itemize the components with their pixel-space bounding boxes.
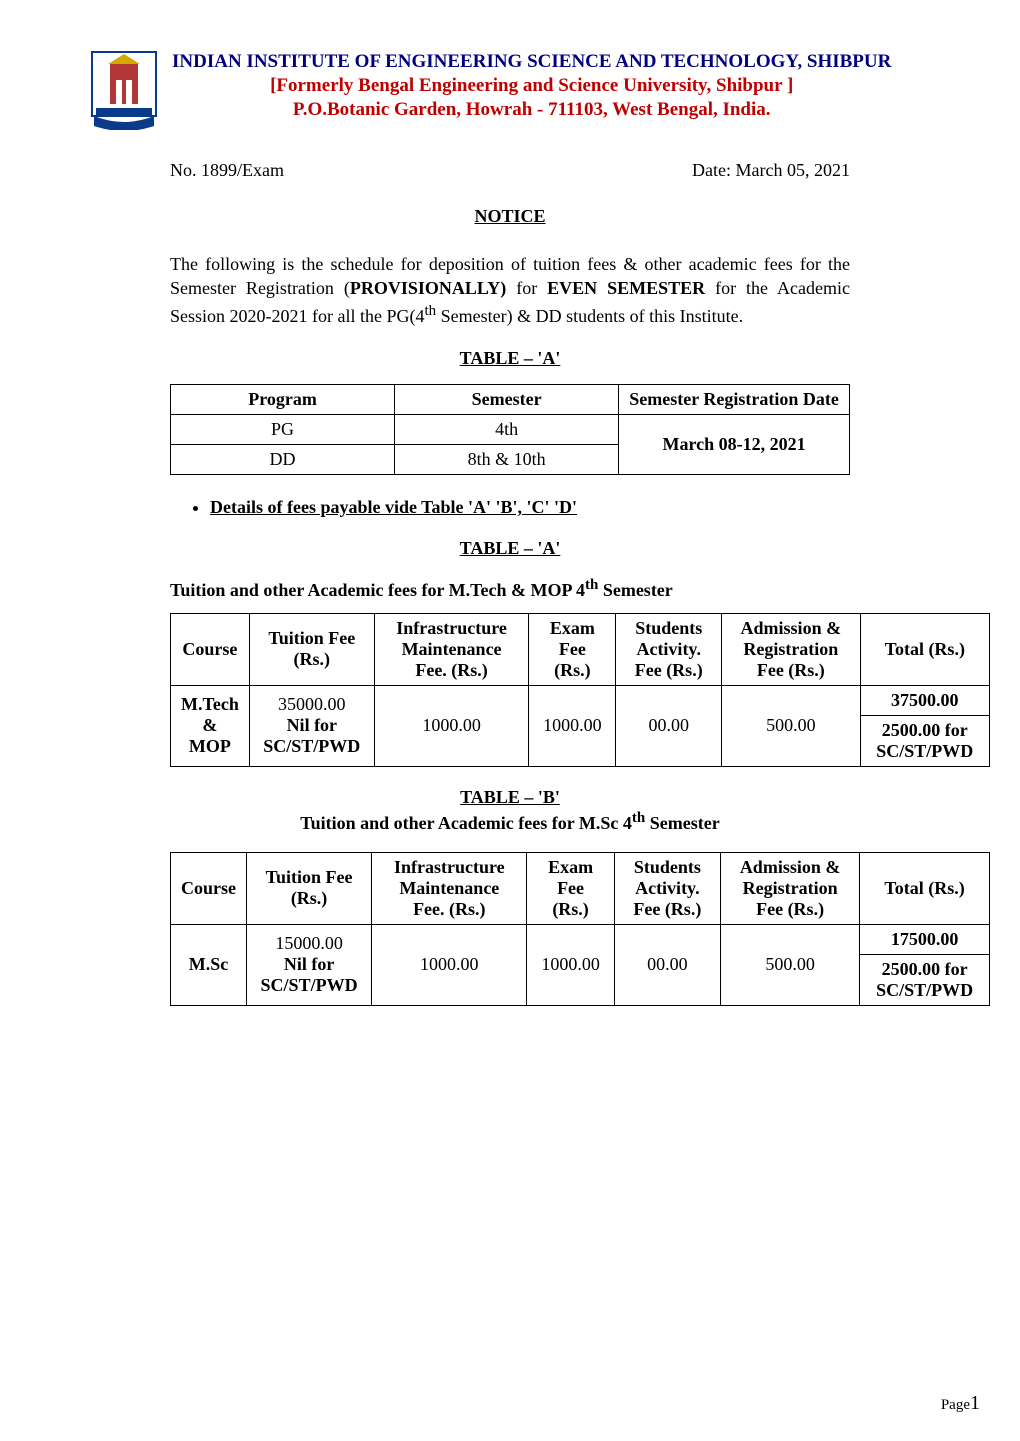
col: Tuition Fee (Rs.) bbox=[249, 613, 374, 685]
cell-exam: 1000.00 bbox=[527, 924, 614, 1005]
table-a2-heading: TABLE – 'A' bbox=[90, 538, 930, 559]
institution-line2: [Formerly Bengal Engineering and Science… bbox=[172, 74, 891, 98]
cell-tuition: 15000.00Nil for SC/ST/PWD bbox=[247, 924, 372, 1005]
reference-date: Date: March 05, 2021 bbox=[692, 160, 850, 181]
reference-number: No. 1899/Exam bbox=[170, 160, 284, 181]
col: Course bbox=[171, 613, 250, 685]
bullet-section: Details of fees payable vide Table 'A' '… bbox=[190, 497, 850, 518]
cell: 8th & 10th bbox=[395, 444, 619, 474]
table-a1-heading: TABLE – 'A' bbox=[90, 348, 930, 369]
cell: PG bbox=[171, 414, 395, 444]
table-row: M.Sc 15000.00Nil for SC/ST/PWD 1000.00 1… bbox=[171, 924, 990, 954]
table-row: M.Tech&MOP 35000.00Nil for SC/ST/PWD 100… bbox=[171, 685, 990, 715]
cell-tuition: 35000.00Nil for SC/ST/PWD bbox=[249, 685, 374, 766]
col: Infrastructure Maintenance Fee. (Rs.) bbox=[372, 852, 527, 924]
cell: 4th bbox=[395, 414, 619, 444]
col-program: Program bbox=[171, 384, 395, 414]
cell-total2: 2500.00 for SC/ST/PWD bbox=[860, 715, 989, 766]
msc-fee-table: Course Tuition Fee (Rs.) Infrastructure … bbox=[170, 852, 990, 1006]
cell-infra: 1000.00 bbox=[374, 685, 529, 766]
table-b-subhead: Tuition and other Academic fees for M.Sc… bbox=[300, 813, 719, 833]
institution-line3: P.O.Botanic Garden, Howrah - 711103, Wes… bbox=[172, 98, 891, 122]
cell-total1: 37500.00 bbox=[860, 685, 989, 715]
col: Admission & Registration Fee (Rs.) bbox=[721, 852, 860, 924]
table-row: PG 4th March 08-12, 2021 bbox=[171, 414, 850, 444]
col: Infrastructure Maintenance Fee. (Rs.) bbox=[374, 613, 529, 685]
page-label: Page bbox=[941, 1397, 970, 1413]
table-row: Course Tuition Fee (Rs.) Infrastructure … bbox=[171, 613, 990, 685]
cell-course: M.Tech&MOP bbox=[171, 685, 250, 766]
page-no: 1 bbox=[970, 1392, 980, 1414]
col: Exam Fee (Rs.) bbox=[527, 852, 614, 924]
cell-activity: 00.00 bbox=[616, 685, 722, 766]
table-row: Course Tuition Fee (Rs.) Infrastructure … bbox=[171, 852, 990, 924]
col: Course bbox=[171, 852, 247, 924]
col: Exam Fee (Rs.) bbox=[529, 613, 616, 685]
col-semester: Semester bbox=[395, 384, 619, 414]
notice-heading: NOTICE bbox=[90, 206, 930, 227]
col: Total (Rs.) bbox=[860, 613, 989, 685]
fee-details-bullet: Details of fees payable vide Table 'A' '… bbox=[210, 497, 850, 518]
cell-exam: 1000.00 bbox=[529, 685, 616, 766]
reg-date-cell: March 08-12, 2021 bbox=[619, 414, 850, 474]
table-a2-subhead: Tuition and other Academic fees for M.Te… bbox=[170, 577, 850, 601]
page-number: Page1 bbox=[941, 1392, 980, 1415]
semester-registration-table: Program Semester Semester Registration D… bbox=[170, 384, 850, 475]
col: Students Activity. Fee (Rs.) bbox=[616, 613, 722, 685]
cell-total2: 2500.00 for SC/ST/PWD bbox=[860, 954, 990, 1005]
cell-activity: 00.00 bbox=[614, 924, 720, 1005]
cell-admission: 500.00 bbox=[722, 685, 860, 766]
cell-admission: 500.00 bbox=[721, 924, 860, 1005]
cell-course: M.Sc bbox=[171, 924, 247, 1005]
table-row: Program Semester Semester Registration D… bbox=[171, 384, 850, 414]
intro-paragraph: The following is the schedule for deposi… bbox=[170, 252, 850, 328]
institution-line1: INDIAN INSTITUTE OF ENGINEERING SCIENCE … bbox=[172, 50, 891, 74]
mtech-fee-table: Course Tuition Fee (Rs.) Infrastructure … bbox=[170, 613, 990, 767]
letterhead: INDIAN INSTITUTE OF ENGINEERING SCIENCE … bbox=[90, 50, 930, 130]
table-b-heading: TABLE – 'B' bbox=[90, 787, 930, 808]
institution-name-block: INDIAN INSTITUTE OF ENGINEERING SCIENCE … bbox=[172, 50, 891, 121]
col: Students Activity. Fee (Rs.) bbox=[614, 852, 720, 924]
col: Tuition Fee (Rs.) bbox=[247, 852, 372, 924]
cell-total1: 17500.00 bbox=[860, 924, 990, 954]
cell-infra: 1000.00 bbox=[372, 924, 527, 1005]
reference-row: No. 1899/Exam Date: March 05, 2021 bbox=[170, 160, 850, 181]
institute-logo bbox=[90, 50, 158, 130]
cell: DD bbox=[171, 444, 395, 474]
col-reg-date: Semester Registration Date bbox=[619, 384, 850, 414]
col: Admission & Registration Fee (Rs.) bbox=[722, 613, 860, 685]
col: Total (Rs.) bbox=[860, 852, 990, 924]
